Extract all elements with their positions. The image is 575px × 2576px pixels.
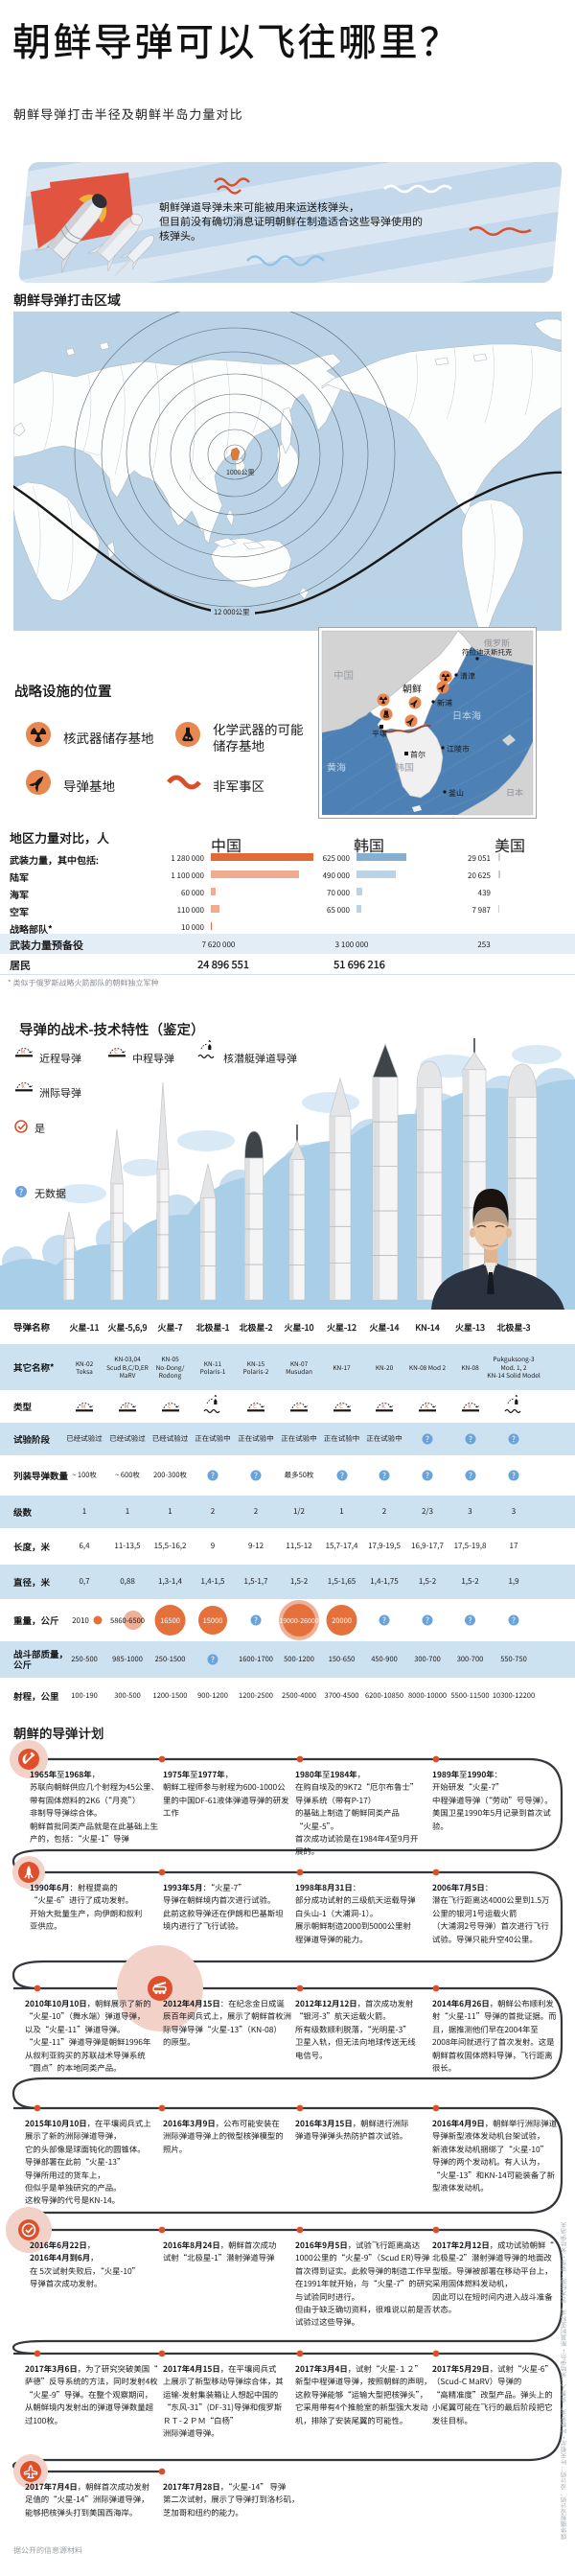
svg-text:黄海: 黄海	[327, 759, 346, 774]
svg-text:?: ?	[211, 1470, 215, 1481]
svg-text:?: ?	[426, 1433, 429, 1445]
svg-text:?: ?	[469, 1614, 472, 1626]
svg-text:K: K	[21, 1082, 25, 1090]
svg-text:19000-26000: 19000-26000	[279, 1616, 318, 1626]
svg-text:?: ?	[512, 1614, 516, 1626]
svg-text:K: K	[381, 1403, 385, 1410]
svg-text:日本海: 日本海	[452, 708, 481, 722]
svg-text:?: ?	[426, 1470, 429, 1481]
svg-text:M: M	[81, 1403, 85, 1410]
svg-text:20000: 20000	[332, 1615, 352, 1626]
svg-text:?: ?	[382, 1614, 386, 1626]
svg-text:2010: 2010	[72, 1615, 89, 1626]
svg-text:平壤: 平壤	[372, 729, 387, 739]
svg-text:C: C	[296, 1403, 300, 1410]
svg-text:?: ?	[254, 1470, 258, 1481]
svg-text:K: K	[425, 1403, 428, 1410]
svg-text:?: ?	[19, 1185, 23, 1197]
svg-text:16500: 16500	[160, 1615, 180, 1626]
svg-text:K: K	[468, 1403, 472, 1410]
svg-text:俄罗斯: 俄罗斯	[484, 637, 510, 649]
svg-text:5860-6500: 5860-6500	[110, 1615, 145, 1626]
svg-text:M: M	[125, 1403, 128, 1410]
svg-text:中国: 中国	[334, 668, 354, 683]
svg-text:?: ?	[340, 1470, 344, 1481]
svg-text:符拉迪沃斯托克: 符拉迪沃斯托克	[462, 647, 513, 658]
svg-text:?: ?	[469, 1470, 472, 1481]
svg-text:韩国: 韩国	[395, 759, 414, 774]
svg-text:清津: 清津	[460, 671, 475, 682]
svg-text:?: ?	[382, 1470, 386, 1481]
svg-text:新浦: 新浦	[437, 698, 452, 708]
svg-text:C: C	[114, 1048, 118, 1056]
svg-text:?: ?	[211, 1654, 215, 1665]
svg-text:15000: 15000	[203, 1615, 223, 1626]
svg-text:?: ?	[512, 1470, 516, 1481]
svg-text:釜山: 釜山	[448, 788, 464, 799]
svg-text:江陵市: 江陵市	[447, 744, 470, 754]
svg-text:1000公里: 1000公里	[226, 468, 255, 477]
svg-text:?: ?	[469, 1433, 472, 1445]
svg-text:日本: 日本	[506, 786, 523, 799]
svg-text:C: C	[168, 1403, 172, 1410]
svg-text:朝鲜: 朝鲜	[402, 681, 422, 695]
svg-text:首尔: 首尔	[410, 750, 426, 760]
svg-text:12 000公里: 12 000公里	[214, 607, 250, 617]
svg-text:C: C	[339, 1403, 343, 1410]
svg-text:M: M	[21, 1048, 25, 1056]
svg-text:?: ?	[512, 1433, 516, 1445]
svg-text:C: C	[253, 1403, 257, 1410]
svg-text:?: ?	[426, 1614, 429, 1626]
svg-text:?: ?	[254, 1614, 258, 1626]
